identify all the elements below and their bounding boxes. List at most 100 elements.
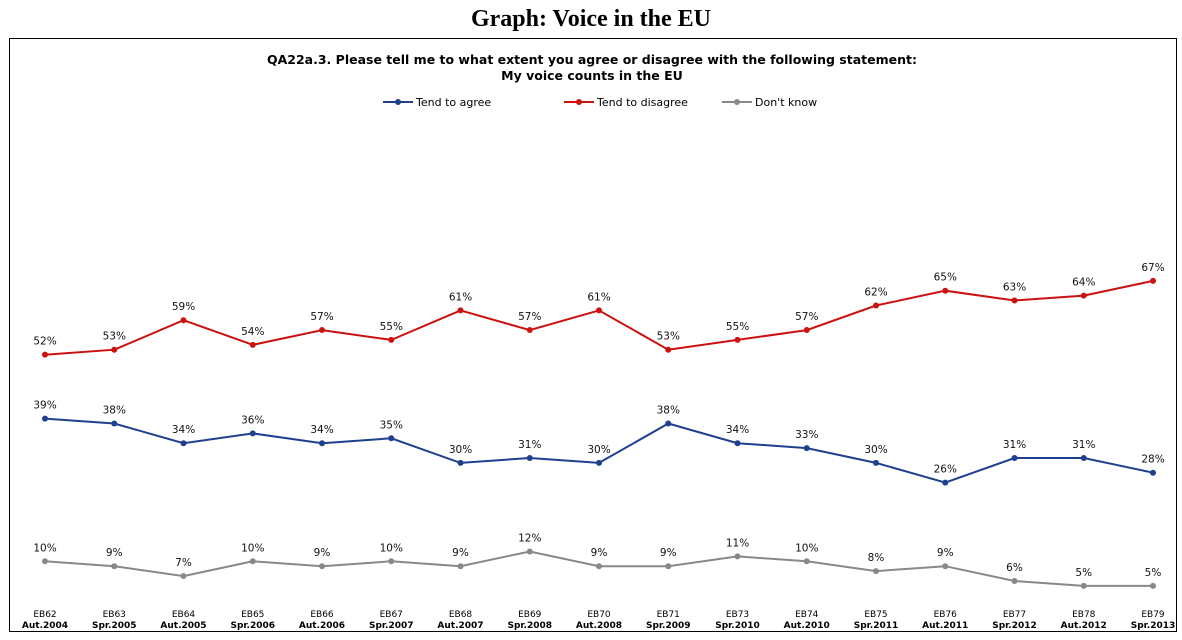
data-point xyxy=(734,336,741,343)
data-point xyxy=(249,341,256,348)
x-tick-sublabel: Spr.2011 xyxy=(854,621,899,631)
data-point xyxy=(942,287,949,294)
x-tick-label: EB70 xyxy=(587,610,611,620)
data-point xyxy=(42,415,48,422)
data-label: 67% xyxy=(1141,262,1164,274)
data-label: 57% xyxy=(795,311,818,323)
data-point xyxy=(665,563,672,570)
x-tick-sublabel: Spr.2010 xyxy=(715,621,760,631)
data-point xyxy=(1150,469,1156,476)
data-label: 53% xyxy=(657,331,680,343)
data-label: 35% xyxy=(380,419,403,431)
x-tick-sublabel: Aut.2011 xyxy=(922,621,968,631)
x-tick-label: EB64 xyxy=(172,610,196,620)
data-label: 9% xyxy=(314,547,331,559)
data-label: 34% xyxy=(172,424,195,436)
data-point xyxy=(249,558,256,565)
data-point xyxy=(1080,292,1087,299)
data-label: 12% xyxy=(518,532,541,544)
data-label: 30% xyxy=(449,444,472,456)
data-labels: 39% 38% 34% 36% 34% 35% 30% 31% 30% 38% 34% 33% 30% 2… xyxy=(33,262,1164,579)
data-point xyxy=(42,558,48,565)
data-label: 54% xyxy=(241,326,264,338)
data-point xyxy=(803,327,810,334)
data-point xyxy=(388,336,395,343)
data-point xyxy=(111,563,118,570)
data-label: 5% xyxy=(1145,567,1162,579)
data-label: 9% xyxy=(106,547,123,559)
data-label: 9% xyxy=(937,547,954,559)
data-label: 57% xyxy=(310,311,333,323)
data-label: 10% xyxy=(241,542,264,554)
data-point xyxy=(873,459,879,466)
page-title: Graph: Voice in the EU xyxy=(470,6,712,32)
data-point xyxy=(873,568,879,575)
data-label: 63% xyxy=(1003,282,1026,294)
data-point xyxy=(1080,454,1087,461)
data-label: 26% xyxy=(934,464,957,476)
x-tick-sublabel: Aut.2007 xyxy=(437,621,483,631)
data-point xyxy=(942,563,949,570)
data-label: 5% xyxy=(1075,567,1092,579)
data-label: 11% xyxy=(726,537,749,549)
x-tick-label: EB79 xyxy=(1141,610,1165,620)
data-point xyxy=(1011,454,1018,461)
legend-label: Tend to agree xyxy=(415,96,491,109)
data-point xyxy=(1080,582,1087,589)
data-label: 38% xyxy=(103,405,126,417)
x-tick-sublabel: Spr.2005 xyxy=(92,621,137,631)
data-label: 31% xyxy=(1072,439,1095,451)
x-tick-label: EB71 xyxy=(657,610,680,620)
data-point xyxy=(1011,297,1018,304)
x-tick-sublabel: Aut.2008 xyxy=(576,621,622,631)
x-tick-sublabel: Aut.2010 xyxy=(784,621,830,631)
data-label: 59% xyxy=(172,301,195,313)
legend-marker xyxy=(395,99,401,105)
data-point xyxy=(1011,577,1018,584)
data-point xyxy=(180,573,187,580)
data-label: 62% xyxy=(864,286,887,298)
data-label: 10% xyxy=(33,542,56,554)
data-point xyxy=(803,558,810,565)
data-point xyxy=(457,307,464,314)
data-point xyxy=(596,563,602,570)
data-label: 65% xyxy=(934,272,957,284)
data-label: 7% xyxy=(175,557,192,569)
x-tick-sublabel: Aut.2005 xyxy=(160,621,206,631)
data-point xyxy=(873,302,879,309)
x-tick-label: EB62 xyxy=(33,610,56,620)
data-point xyxy=(111,420,118,427)
data-label: 9% xyxy=(452,547,469,559)
x-tick-label: EB68 xyxy=(449,610,473,620)
data-point xyxy=(42,351,48,358)
data-point xyxy=(388,435,395,442)
data-label: 64% xyxy=(1072,277,1095,289)
data-point xyxy=(388,558,395,565)
x-tick-label: EB77 xyxy=(1003,610,1026,620)
data-label: 34% xyxy=(310,424,333,436)
data-label: 30% xyxy=(587,444,610,456)
data-label: 28% xyxy=(1141,454,1164,466)
data-label: 36% xyxy=(241,414,264,426)
data-point xyxy=(526,454,533,461)
data-point xyxy=(526,548,533,555)
data-label: 8% xyxy=(868,552,885,564)
data-label: 39% xyxy=(33,400,56,412)
data-point xyxy=(665,420,672,427)
x-tick-sublabel: Aut.2006 xyxy=(299,621,345,631)
legend-label: Don't know xyxy=(755,96,817,109)
data-point xyxy=(319,327,325,334)
data-point xyxy=(1150,582,1156,589)
series-points xyxy=(42,277,1156,589)
data-label: 55% xyxy=(380,321,403,333)
data-point xyxy=(180,440,187,447)
x-tick-label: EB69 xyxy=(518,610,542,620)
data-label: 52% xyxy=(33,336,56,348)
legend-label: Tend to disagree xyxy=(596,96,688,109)
line-chart: QA22a.3. Please tell me to what extent y… xyxy=(22,52,1175,631)
x-tick-label: EB66 xyxy=(310,610,334,620)
data-label: 31% xyxy=(1003,439,1026,451)
data-label: 10% xyxy=(380,542,403,554)
x-tick-label: EB63 xyxy=(103,610,126,620)
